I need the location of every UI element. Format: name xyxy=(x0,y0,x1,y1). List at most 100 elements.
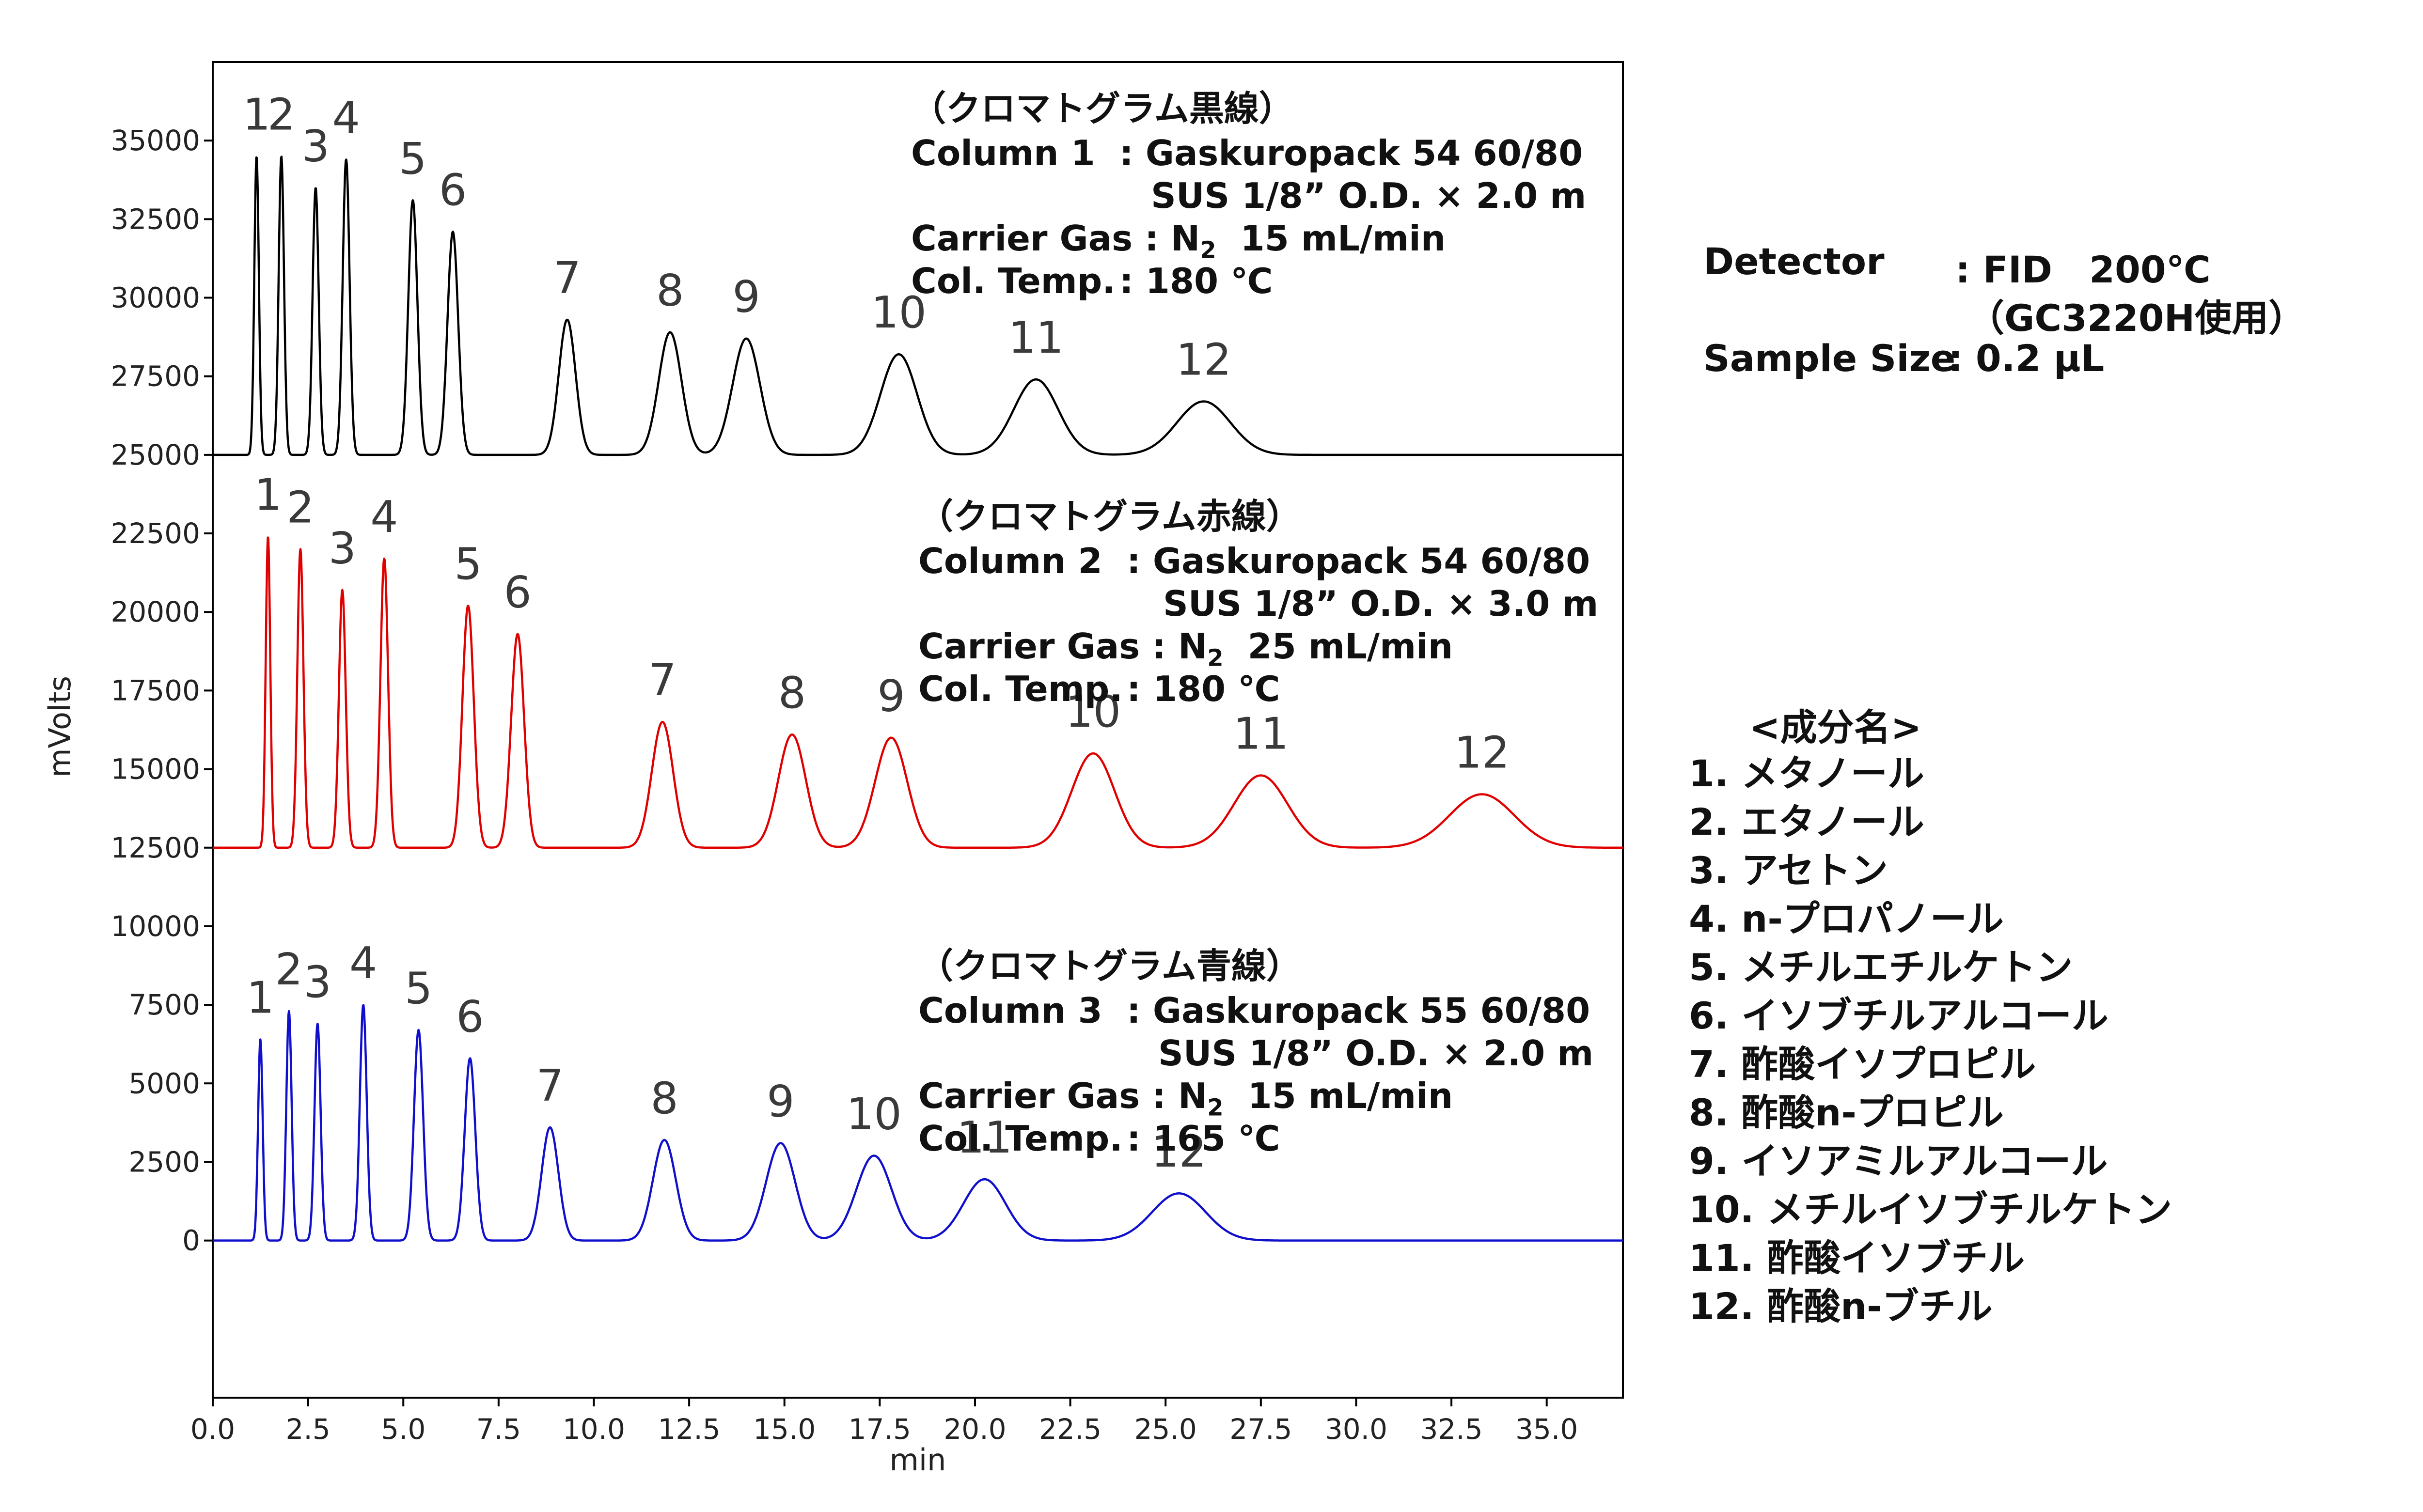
component-item: 11. 酢酸イソブチル xyxy=(1689,1236,2025,1279)
peak-label: 9 xyxy=(767,1076,794,1127)
component-item: 12. 酢酸n-ブチル xyxy=(1689,1285,1993,1328)
peak-label: 6 xyxy=(504,567,532,618)
component-item: 8. 酢酸n-プロピル xyxy=(1689,1091,2004,1134)
peak-label: 7 xyxy=(648,655,676,706)
x-tick-label: 25.0 xyxy=(1134,1413,1197,1446)
peak-label: 5 xyxy=(399,133,426,184)
y-tick-label: 2500 xyxy=(128,1145,200,1178)
peak-label: 3 xyxy=(304,957,331,1008)
x-axis-title: min xyxy=(890,1442,946,1478)
peak-label: 9 xyxy=(877,671,905,722)
carrier-gas-label: Carrier Gas : N xyxy=(911,218,1200,259)
column-label: Column 2 xyxy=(918,541,1102,581)
detector-label: Detector xyxy=(1703,240,1885,283)
carrier-gas: Carrier Gas : N2 15 mL/min xyxy=(911,221,1446,262)
x-tick-label: 12.5 xyxy=(658,1413,721,1446)
peak-label: 10 xyxy=(871,287,927,338)
x-tick-label: 27.5 xyxy=(1229,1413,1292,1446)
peak-label: 3 xyxy=(302,121,330,171)
x-tick-label: 20.0 xyxy=(944,1413,1006,1446)
peak-label: 6 xyxy=(439,165,467,216)
x-tick-label: 0.0 xyxy=(190,1413,235,1446)
column-value: : Gaskuropack 54 60/80 xyxy=(1119,133,1583,173)
y-tick-label: 17500 xyxy=(110,674,200,707)
peak-label: 10 xyxy=(1066,686,1121,737)
y-tick-label: 25000 xyxy=(110,438,200,471)
peak-label: 5 xyxy=(454,539,482,590)
y-tick-label: 0 xyxy=(182,1224,200,1257)
peak-label: 8 xyxy=(650,1073,678,1124)
peak-label: 9 xyxy=(732,272,760,323)
carrier-gas-subscript: 2 xyxy=(1207,1094,1224,1122)
peak-label: 11 xyxy=(957,1112,1012,1163)
conditions-heading: （クロマトグラム青線） xyxy=(918,946,1301,986)
column-spec: SUS 1/8” O.D. × 2.0 m xyxy=(1158,1033,1594,1074)
component-item: 4. n-プロパノール xyxy=(1689,897,2004,940)
x-tick-label: 22.5 xyxy=(1039,1413,1101,1446)
series-line-3 xyxy=(212,1004,1624,1242)
peak-label: 2 xyxy=(275,944,303,995)
component-item: 7. 酢酸イソプロピル xyxy=(1689,1043,2036,1086)
peak-label: 11 xyxy=(1233,708,1289,759)
y-tick-label: 7500 xyxy=(128,988,200,1021)
y-axis-title: mVolts xyxy=(42,676,78,778)
carrier-gas-value: 15 mL/min xyxy=(1240,218,1446,259)
peak-label: 12 xyxy=(1454,727,1510,778)
peak-label: 5 xyxy=(405,963,432,1014)
peak-label: 7 xyxy=(536,1060,564,1111)
y-tick-label: 5000 xyxy=(128,1067,200,1100)
peak-label: 10 xyxy=(846,1089,902,1139)
y-tick-label: 32500 xyxy=(110,203,200,235)
column-label: Column 1 xyxy=(911,133,1095,173)
x-tick-label: 10.0 xyxy=(563,1413,625,1446)
y-tick-label: 35000 xyxy=(110,124,200,157)
peak-label: 1 xyxy=(247,972,274,1023)
carrier-gas-value: 25 mL/min xyxy=(1247,626,1453,667)
y-tick-label: 10000 xyxy=(110,910,200,943)
x-tick-label: 17.5 xyxy=(849,1413,911,1446)
column-spec: SUS 1/8” O.D. × 3.0 m xyxy=(1163,583,1599,624)
detector-value: : FID 200℃ xyxy=(1955,248,2211,291)
carrier-gas-subscript: 2 xyxy=(1200,236,1216,264)
sample-size-value: : 0.2 μL xyxy=(1948,337,2105,380)
peak-label: 4 xyxy=(349,938,377,989)
series-line-2 xyxy=(212,536,1624,849)
column-temp-label: Col. Temp. xyxy=(911,261,1116,301)
peak-label: 1 xyxy=(254,469,282,520)
plot-frame xyxy=(212,61,1624,1399)
component-list-heading: <成分名> xyxy=(1749,706,1922,749)
carrier-gas: Carrier Gas : N2 15 mL/min xyxy=(918,1078,1453,1119)
column-value: : Gaskuropack 55 60/80 xyxy=(1127,990,1590,1031)
column-temp-label: Col. Temp. xyxy=(918,669,1123,709)
peak-label: 8 xyxy=(656,265,684,316)
y-tick-label: 27500 xyxy=(110,360,200,393)
component-item: 10. メチルイソブチルケトン xyxy=(1689,1188,2172,1231)
y-tick-label: 12500 xyxy=(110,831,200,864)
column-temp-label: Col. Temp. xyxy=(918,1118,1123,1159)
column-label: Column 3 xyxy=(918,990,1102,1031)
column-spec: SUS 1/8” O.D. × 2.0 m xyxy=(1151,175,1587,216)
x-axis: 0.0 2.5 5.0 7.5 10.0 12.5 15.0 17.5 20.0 22.5 25.0… xyxy=(190,1398,1578,1446)
peak-label: 12 xyxy=(1151,1126,1207,1177)
component-item: 9. イソアミルアルコール xyxy=(1689,1139,2108,1183)
peak-label: 2 xyxy=(286,482,314,533)
component-item: 1. メタノール xyxy=(1689,752,1924,795)
peak-label: 11 xyxy=(1008,312,1064,363)
column-temp-value: : 165 ℃ xyxy=(1127,1118,1280,1159)
peak-label: 7 xyxy=(553,253,581,304)
carrier-gas: Carrier Gas : N2 25 mL/min xyxy=(918,629,1453,670)
carrier-gas-subscript: 2 xyxy=(1207,644,1224,672)
component-item: 3. アセトン xyxy=(1689,849,1888,892)
column-value: : Gaskuropack 54 60/80 xyxy=(1127,541,1590,581)
peak-label: 2 xyxy=(267,89,295,140)
x-tick-label: 32.5 xyxy=(1420,1413,1483,1446)
detector-note: （GC3220H使用） xyxy=(1967,296,2306,340)
component-item: 2. エタノール xyxy=(1689,800,1924,843)
y-tick-label: 22500 xyxy=(110,517,200,550)
peak-label: 4 xyxy=(370,492,398,543)
conditions-heading: （クロマトグラム赤線） xyxy=(918,496,1301,537)
y-tick-label: 30000 xyxy=(110,281,200,314)
peak-label: 6 xyxy=(456,991,484,1042)
